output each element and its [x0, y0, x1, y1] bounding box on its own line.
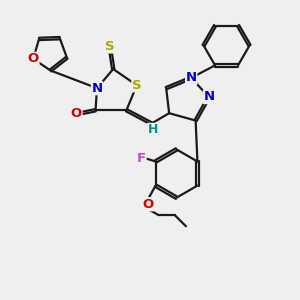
- Text: N: N: [203, 91, 214, 103]
- Text: N: N: [92, 82, 103, 95]
- Text: S: S: [132, 79, 142, 92]
- Text: N: N: [186, 71, 197, 84]
- Text: O: O: [142, 198, 154, 211]
- Text: H: H: [148, 124, 158, 136]
- Text: F: F: [137, 152, 146, 165]
- Text: S: S: [105, 40, 115, 53]
- Text: O: O: [28, 52, 39, 65]
- Text: O: O: [71, 107, 82, 120]
